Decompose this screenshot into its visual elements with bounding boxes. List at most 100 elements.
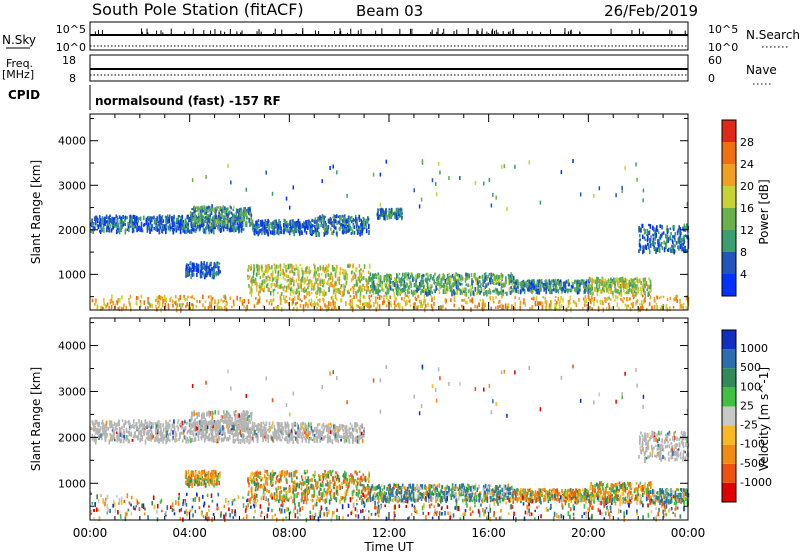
power-cell [508,280,511,285]
power-cell [211,266,214,270]
power-cell [652,233,654,237]
power-cell [206,224,208,229]
power-cell [214,207,217,211]
power-cell [308,266,310,271]
power-cell [399,280,402,284]
power-cell [355,267,357,272]
power-cell [651,226,654,230]
power-cell [423,284,426,288]
power-cell [427,277,430,281]
velocity-cell [138,423,141,429]
power-cell [253,267,256,272]
power-cell [225,218,227,222]
velocity-cell [226,436,229,440]
velocity-cell [213,419,216,424]
power-cell [648,301,651,307]
power-cell [197,268,200,274]
power-cell [275,264,278,269]
power-cell [358,217,361,222]
power-cell [100,218,103,223]
power-cell [189,261,192,266]
power-cell [260,285,262,291]
power-cell [255,286,258,292]
power-cell [258,298,261,303]
power-cell [447,277,450,282]
power-cell [478,275,481,279]
power-cell [305,219,307,223]
power-cell [340,223,342,227]
power-cell [588,297,590,301]
power-cell [357,229,359,235]
power-cell [588,288,590,292]
power-cell [292,298,295,304]
power-cell [645,245,648,250]
velocity-cell [236,425,239,431]
power-cell [257,299,259,305]
power-cell [653,296,656,302]
power-cell [614,277,617,283]
power-cell [234,217,237,221]
power-cell [591,280,593,287]
power-cell [377,280,380,283]
velocity-cell [114,438,116,442]
power-cell [347,222,349,226]
power-cell [291,291,294,294]
power-cell [671,244,673,248]
power-cell [92,225,95,229]
power-cell [567,279,570,284]
power-cell [628,288,631,293]
power-cell [171,216,174,222]
colorbar-tick-label: 8 [740,246,747,259]
power-cell [403,286,405,291]
power-cell [538,282,541,288]
power-cell [91,298,94,303]
power-cell [657,242,660,248]
power-cell [459,282,462,286]
velocity-cell [105,420,108,426]
power-cell [682,226,684,231]
power-cell [582,297,585,301]
power-cell [654,241,656,245]
power-cell [293,272,296,276]
power-cell [230,180,232,185]
power-cell [431,178,434,183]
power-cell [128,298,130,301]
power-cell [577,287,580,291]
power-cell [399,288,402,293]
power-cell [118,298,121,303]
velocity-cell [123,424,125,429]
power-cell [335,298,338,301]
power-cell [377,290,379,296]
power-cell [483,306,485,311]
power-cell [334,304,336,309]
power-cell [209,262,211,265]
power-cell [576,289,579,295]
power-cell [173,220,175,224]
power-cell [319,282,321,286]
power-cell [394,286,397,290]
velocity-cell [136,427,138,430]
power-cell [297,220,299,226]
power-cell [526,283,528,288]
power-cell [284,228,287,232]
power-cell [175,303,178,308]
power-cell [440,282,442,285]
power-cell [130,307,132,312]
velocity-cell [102,422,105,426]
power-cell [320,220,323,224]
power-cell [302,279,304,284]
power-cell [201,267,204,271]
power-cell [452,273,455,277]
velocity-cell [176,424,178,428]
power-cell [325,227,328,232]
power-cell [124,215,127,221]
power-cell [117,223,120,228]
power-cell [420,299,422,303]
power-cell [630,278,633,283]
power-cell [626,288,629,292]
power-cell [295,264,298,269]
power-cell [608,283,610,287]
velocity-cell [93,437,96,443]
power-cell [555,300,558,305]
nsky-trace [90,28,688,47]
